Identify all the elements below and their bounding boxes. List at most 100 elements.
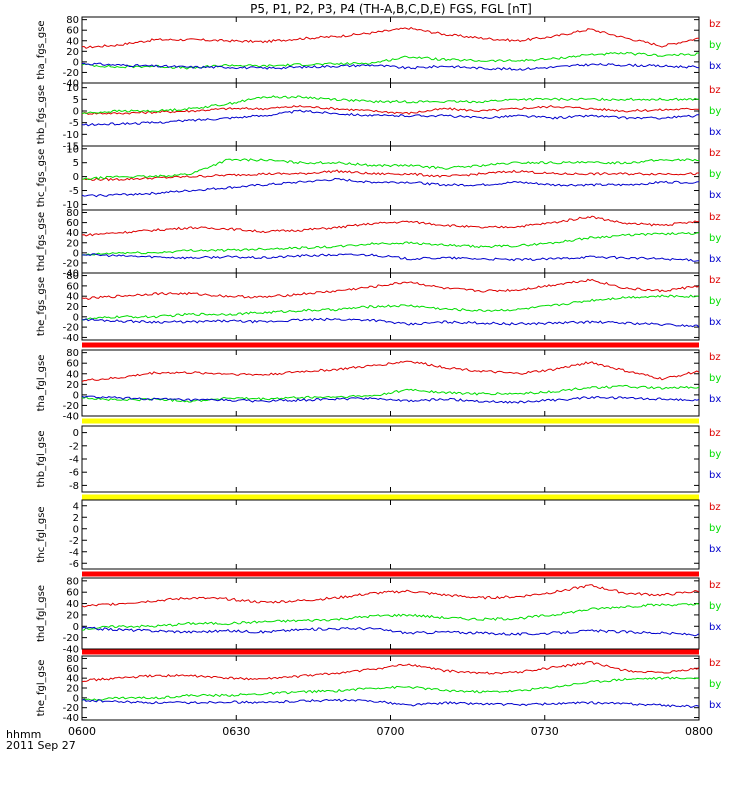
y-tick-label: -4	[69, 547, 79, 558]
y-tick-label: -40	[63, 269, 79, 280]
series-label-bx: bx	[709, 700, 721, 711]
y-tick-label: 0	[73, 57, 79, 68]
y-tick-label: 40	[66, 674, 79, 685]
series-label-by: by	[709, 233, 721, 244]
y-axis-label: the_fgl_gse	[36, 660, 47, 717]
y-tick-label: -20	[63, 703, 79, 714]
y-tick-label: -5	[69, 118, 79, 129]
series-label-by: by	[709, 106, 721, 117]
y-tick-label: 80	[66, 15, 79, 26]
y-tick-label: 80	[66, 654, 79, 665]
series-label-bx: bx	[709, 544, 721, 555]
series-line-bz	[82, 360, 699, 383]
series-label-bz: bz	[709, 502, 721, 513]
y-tick-label: 5	[73, 95, 79, 106]
y-tick-label: 20	[66, 47, 79, 58]
y-tick-label: 80	[66, 208, 79, 219]
separator-bar	[82, 571, 699, 577]
series-label-bz: bz	[709, 428, 721, 439]
series-line-bx	[82, 177, 699, 198]
y-tick-label: 40	[66, 369, 79, 380]
x-axis: 0600 0630 0700 0730 0800	[68, 725, 713, 738]
y-tick-label: -20	[63, 633, 79, 644]
y-tick-label: 20	[66, 610, 79, 621]
x-tick-label: 0630	[222, 725, 250, 738]
footer-format-label: hhmm	[6, 728, 41, 741]
series-line-bx	[82, 626, 699, 637]
x-tick-label: 0800	[685, 725, 713, 738]
y-tick-label: 60	[66, 588, 79, 599]
series-line-bz	[82, 584, 699, 608]
y-tick-label: -2	[69, 441, 79, 452]
series-label-bz: bz	[709, 275, 721, 286]
series-label-bz: bz	[709, 85, 721, 96]
y-tick-label: 20	[66, 302, 79, 313]
series-line-bz	[82, 660, 699, 683]
y-tick-label: 0	[73, 622, 79, 633]
series-line-by	[82, 51, 699, 70]
x-tick-label: 0600	[68, 725, 96, 738]
series-label-bx: bx	[709, 254, 721, 265]
series-line-bz	[82, 215, 699, 237]
series-label-by: by	[709, 296, 721, 307]
y-tick-label: -6	[69, 468, 79, 479]
series-label-bx: bx	[709, 317, 721, 328]
footer-date-label: 2011 Sep 27	[6, 739, 76, 752]
y-tick-label: 20	[66, 684, 79, 695]
series-line-by	[82, 232, 699, 256]
y-axis-label: thc_fgs_gse	[36, 149, 47, 208]
series-line-by	[82, 158, 699, 180]
y-tick-label: -40	[63, 713, 79, 724]
separator-bar	[82, 418, 699, 424]
series-label-bz: bz	[709, 19, 721, 30]
separator-bar	[82, 494, 699, 500]
series-label-by: by	[709, 679, 721, 690]
y-tick-label: 20	[66, 238, 79, 249]
series-label-bx: bx	[709, 61, 721, 72]
y-tick-label: 60	[66, 359, 79, 370]
y-axis-label: thb_fgl_gse	[36, 431, 47, 488]
y-tick-label: 80	[66, 271, 79, 282]
panel-frame	[81, 499, 700, 570]
y-tick-label: 0	[73, 390, 79, 401]
y-tick-label: 0	[73, 312, 79, 323]
y-tick-label: -20	[63, 258, 79, 269]
y-axis-label: tha_fgs_gse	[36, 20, 47, 79]
y-tick-label: -8	[69, 481, 79, 492]
panel: 10 5 0 -5 -10 thc_fgs_gse bz by bx	[36, 144, 721, 211]
y-tick-label: 10	[66, 144, 79, 155]
series-label-by: by	[709, 601, 721, 612]
series-line-bz	[82, 169, 699, 182]
panel-frame	[81, 425, 700, 493]
y-tick-label: 40	[66, 36, 79, 47]
series-line-bz	[82, 278, 699, 300]
y-tick-label: -20	[63, 323, 79, 334]
series-label-bz: bz	[709, 212, 721, 223]
y-axis-label: thc_fgl_gse	[36, 506, 47, 562]
y-tick-label: 0	[73, 248, 79, 259]
y-axis-label: tha_fgl_gse	[36, 355, 47, 412]
panel-frame	[81, 16, 700, 84]
series-line-bx	[82, 253, 699, 262]
y-tick-label: -10	[63, 200, 79, 211]
y-axis-label: the_fgs_gse	[36, 277, 47, 336]
y-tick-label: 2	[73, 513, 79, 524]
series-label-by: by	[709, 40, 721, 51]
y-tick-label: 40	[66, 292, 79, 303]
y-tick-label: 40	[66, 599, 79, 610]
series-line-bz	[82, 105, 699, 115]
y-tick-label: 0	[73, 428, 79, 439]
series-label-bx: bx	[709, 470, 721, 481]
y-tick-label: -15	[63, 142, 79, 153]
y-tick-label: 0	[73, 172, 79, 183]
y-tick-label: -40	[63, 645, 79, 656]
y-tick-label: 40	[66, 228, 79, 239]
y-tick-label: 80	[66, 348, 79, 359]
